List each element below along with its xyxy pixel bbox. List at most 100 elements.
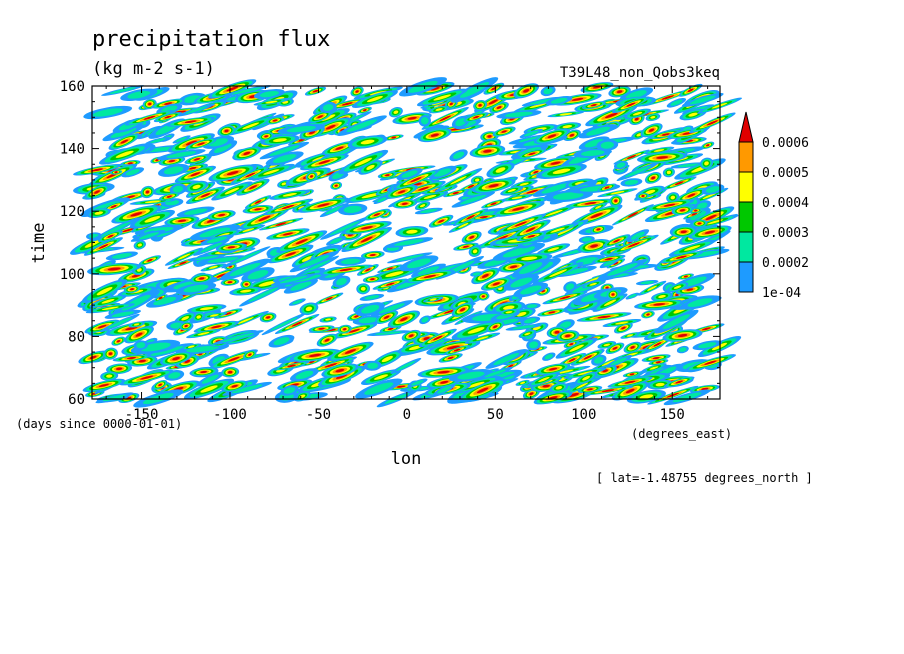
rain-contour [496,106,502,109]
rain-cell [635,279,659,286]
rain-contour [604,186,610,189]
rain-contour [109,87,136,94]
rain-cell [578,136,610,151]
rain-cell [677,273,694,280]
rain-cell [592,293,628,312]
rain-cell [215,243,247,252]
rain-contour [325,124,336,130]
rain-contour [258,215,271,222]
rain-cell [536,243,571,256]
rain-cell [536,163,587,180]
rain-contour [263,169,280,175]
rain-contour [346,119,378,133]
rain-cell [370,300,414,317]
rain-cell [606,289,620,300]
rain-contour [130,288,134,291]
rain-cell [620,332,640,339]
rain-contour [421,317,429,323]
rain-cell [98,230,123,243]
rain-contour [137,243,142,247]
rain-cell [606,258,626,269]
rain-contour [226,86,239,92]
rain-cell [645,113,661,122]
rain-cell [360,250,385,260]
rain-cell [355,302,385,317]
rain-cell [491,201,545,217]
rain-contour [325,205,344,215]
rain-contour [184,120,197,124]
rain-cell [467,213,501,221]
rain-contour [375,331,403,335]
rain-contour [577,371,593,376]
rain-cell [183,378,235,400]
rain-cell [333,124,352,136]
rain-cell [387,310,421,328]
rain-cell [620,178,643,187]
rain-cell [640,123,663,138]
rain-contour [705,214,717,221]
rain-cell [555,337,598,359]
rain-cell [308,325,335,333]
rain-contour [409,334,414,338]
rain-contour [114,171,118,174]
rain-cell [146,294,184,308]
rain-contour [385,282,395,286]
rain-cell [645,199,694,212]
rain-cell [366,330,411,336]
rain-cell [486,321,505,333]
rain-cell [82,378,126,393]
rain-contour [639,394,654,400]
rain-contour [472,272,481,276]
rain-contour [97,324,107,329]
rain-contour [561,268,589,275]
rain-contour [502,246,535,258]
rain-contour [481,273,489,278]
rain-cell [267,245,314,264]
rain-contour [447,356,454,360]
rain-cell [605,342,625,355]
rain-contour [94,211,104,215]
rain-cell [119,369,174,386]
rain-contour [140,342,171,352]
rain-cell [353,86,403,100]
rain-contour [407,116,417,120]
rain-cell [651,291,673,302]
rain-cell [319,101,337,114]
rain-cell [390,357,422,374]
rain-cell [515,379,530,386]
rain-contour [158,296,163,300]
rain-cell [416,88,468,107]
rain-cell [320,216,370,240]
rain-cell [414,201,431,211]
colorbar-label: 0.0002 [762,256,809,271]
rain-contour [552,192,584,200]
rain-contour [186,345,219,353]
rain-contour [172,185,184,193]
rain-contour [547,134,557,139]
rain-cell [98,143,151,165]
rain-contour [270,317,298,331]
rain-cell [91,217,140,242]
rain-contour [343,205,362,214]
rain-cell [513,83,540,99]
rain-contour [189,166,197,170]
rain-contour [514,221,527,227]
rain-cell [471,178,516,194]
rain-cell [691,219,708,228]
rain-cell [140,343,194,359]
rain-cell [89,294,127,308]
rain-contour [550,97,568,104]
chart-title: precipitation flux [92,27,330,52]
rain-contour [394,239,424,246]
rain-cell [547,111,585,118]
rain-cell [392,169,440,190]
rain-cell [283,278,318,294]
rain-contour [401,170,418,178]
rain-contour [301,255,313,262]
rain-cell [363,208,390,221]
rain-cell [428,105,450,114]
rain-contour [666,170,671,175]
rain-contour [519,182,529,186]
y-tick-label: 120 [60,204,85,220]
